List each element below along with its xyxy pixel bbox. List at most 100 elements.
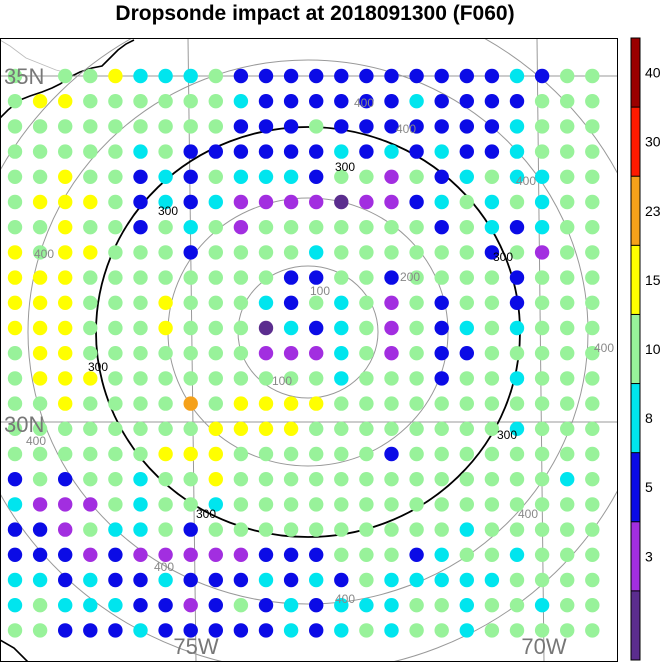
dropsonde-point — [108, 144, 123, 159]
dropsonde-point — [434, 446, 449, 462]
dropsonde-point — [534, 270, 550, 285]
dropsonde-point — [384, 572, 399, 588]
dropsonde-point — [384, 220, 399, 235]
dropsonde-point — [359, 144, 374, 159]
dropsonde-point — [309, 346, 324, 361]
dropsonde-point — [158, 522, 173, 537]
dropsonde-point — [509, 119, 525, 134]
dropsonde-point — [208, 194, 223, 210]
range-ring-label: 400 — [594, 341, 614, 355]
dropsonde-point — [509, 421, 525, 436]
dropsonde-point — [57, 396, 73, 411]
dropsonde-point — [208, 320, 223, 336]
dropsonde-point — [359, 547, 374, 562]
dropsonde-point — [283, 572, 299, 588]
range-ring-label: 300 — [335, 160, 355, 174]
dropsonde-point — [334, 295, 349, 310]
dropsonde-point — [133, 220, 148, 235]
dropsonde-point — [334, 497, 349, 512]
dropsonde-point — [409, 194, 424, 210]
range-ring-label: 300 — [493, 250, 513, 264]
dropsonde-point — [409, 119, 424, 134]
dropsonde-point — [585, 169, 600, 184]
dropsonde-point — [560, 68, 575, 84]
dropsonde-point — [585, 522, 600, 537]
dropsonde-point — [233, 421, 249, 436]
dropsonde-point — [484, 94, 500, 109]
dropsonde-point — [434, 598, 449, 613]
dropsonde-point — [334, 623, 349, 638]
dropsonde-point — [32, 220, 48, 235]
dropsonde-point — [258, 623, 274, 638]
dropsonde-point — [208, 623, 223, 638]
range-ring-label: 400 — [335, 592, 355, 606]
dropsonde-point — [208, 547, 223, 562]
dropsonde-point — [83, 421, 98, 436]
dropsonde-point — [258, 144, 274, 159]
dropsonde-point — [233, 547, 249, 562]
dropsonde-point — [233, 446, 249, 462]
dropsonde-point — [459, 68, 474, 84]
dropsonde-point — [183, 522, 198, 537]
coastline-south — [0, 639, 30, 662]
dropsonde-point — [509, 497, 525, 512]
range-ring-label: 300 — [497, 428, 517, 442]
dropsonde-point — [57, 220, 73, 235]
dropsonde-point — [233, 396, 249, 411]
dropsonde-point — [384, 522, 399, 537]
dropsonde-point — [183, 270, 198, 285]
dropsonde-point — [384, 497, 399, 512]
dropsonde-point — [509, 144, 525, 159]
dropsonde-point — [208, 144, 223, 159]
dropsonde-point — [509, 472, 525, 487]
dropsonde-point — [83, 144, 98, 159]
dropsonde-point — [57, 320, 73, 336]
dropsonde-point — [434, 220, 449, 235]
dropsonde-point — [83, 346, 98, 361]
dropsonde-point — [459, 396, 474, 411]
dropsonde-point — [32, 346, 48, 361]
dropsonde-point — [334, 371, 349, 386]
dropsonde-point — [459, 245, 474, 260]
dropsonde-point — [409, 346, 424, 361]
dropsonde-point — [108, 421, 123, 436]
dropsonde-point — [183, 144, 198, 159]
dropsonde-point — [158, 346, 173, 361]
dropsonde-point — [233, 320, 249, 336]
dropsonde-point — [560, 320, 575, 336]
dropsonde-point — [459, 144, 474, 159]
dropsonde-point — [309, 94, 324, 109]
dropsonde-point — [434, 421, 449, 436]
dropsonde-point — [108, 68, 123, 84]
chart-title: Dropsonde impact at 2018091300 (F060) — [115, 2, 515, 25]
dropsonde-point — [258, 522, 274, 537]
dropsonde-point — [7, 320, 23, 336]
dropsonde-point — [334, 270, 349, 285]
dropsonde-point — [560, 194, 575, 210]
dropsonde-point — [183, 572, 198, 588]
dropsonde-point — [359, 320, 374, 336]
dropsonde-point — [32, 421, 48, 436]
dropsonde-point — [560, 346, 575, 361]
dropsonde-point — [7, 522, 23, 537]
dropsonde-point — [459, 522, 474, 537]
dropsonde-point — [384, 320, 399, 336]
dropsonde-point — [359, 270, 374, 285]
dropsonde-point — [434, 497, 449, 512]
dropsonde-point — [434, 169, 449, 184]
dropsonde-point — [83, 68, 98, 84]
dropsonde-point — [560, 598, 575, 613]
dropsonde-point — [585, 295, 600, 310]
dropsonde-point — [258, 220, 274, 235]
dropsonde-point — [32, 94, 48, 109]
dropsonde-point — [258, 295, 274, 310]
dropsonde-point — [283, 396, 299, 411]
dropsonde-point — [509, 522, 525, 537]
dropsonde-point — [534, 94, 550, 109]
dropsonde-point — [258, 169, 274, 184]
dropsonde-point — [434, 522, 449, 537]
dropsonde-point — [309, 547, 324, 562]
dropsonde-point — [283, 421, 299, 436]
range-ring-label: 100 — [272, 374, 292, 388]
range-ring-label: 400 — [518, 507, 538, 521]
